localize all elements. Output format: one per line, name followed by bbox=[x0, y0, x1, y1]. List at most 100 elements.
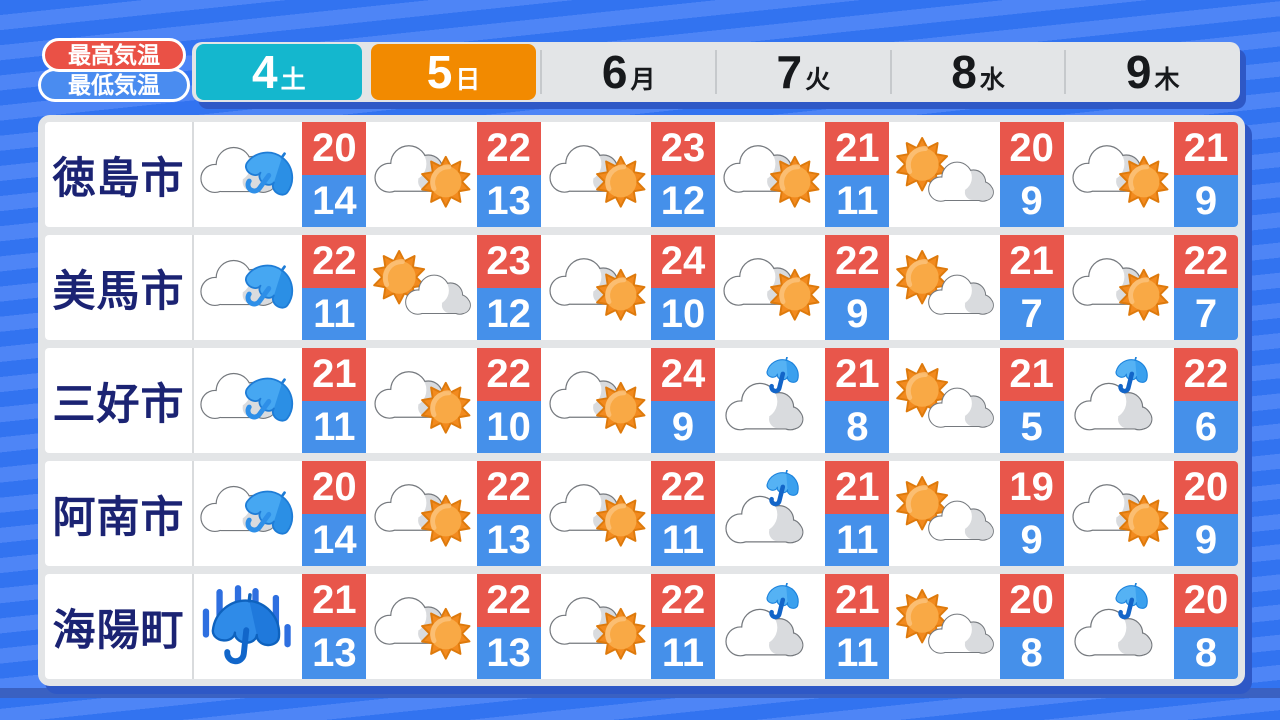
high-temperature: 20 bbox=[999, 122, 1064, 175]
forecast-cell: 22 13 bbox=[366, 122, 541, 227]
cloud-umbrella-icon bbox=[196, 244, 298, 331]
temperature-box: 22 9 bbox=[825, 235, 890, 340]
temperature-box: 21 11 bbox=[825, 122, 890, 227]
weather-icon-slot bbox=[541, 348, 651, 453]
low-temperature: 10 bbox=[476, 400, 541, 453]
cloud-umbrella-icon bbox=[196, 131, 298, 218]
high-temp-legend-label: 最高気温 bbox=[68, 41, 160, 68]
weather-icon-slot bbox=[889, 348, 999, 453]
forecast-cell: 20 8 bbox=[1064, 574, 1238, 679]
high-temperature: 20 bbox=[302, 122, 367, 175]
temperature-box: 21 9 bbox=[1173, 122, 1238, 227]
forecast-cell: 23 12 bbox=[541, 122, 715, 227]
cloud-sun-icon bbox=[545, 470, 647, 557]
low-temperature: 12 bbox=[476, 287, 541, 340]
day-weekday: 土 bbox=[280, 65, 306, 94]
low-temperature: 5 bbox=[999, 400, 1064, 453]
weather-icon-slot bbox=[1064, 461, 1174, 566]
low-temperature: 12 bbox=[650, 174, 715, 227]
high-temperature: 22 bbox=[1173, 348, 1238, 401]
temperature-box: 20 8 bbox=[999, 574, 1064, 679]
weather-icon-slot bbox=[889, 461, 999, 566]
temperature-box: 21 11 bbox=[302, 348, 367, 453]
forecast-cell: 21 9 bbox=[1064, 122, 1238, 227]
day-weekday: 木 bbox=[1154, 65, 1180, 94]
forecast-cell: 20 14 bbox=[192, 461, 367, 566]
high-temperature: 23 bbox=[650, 122, 715, 175]
low-temperature: 9 bbox=[650, 400, 715, 453]
high-temperature: 24 bbox=[650, 235, 715, 288]
forecast-cell: 21 5 bbox=[889, 348, 1064, 453]
temperature-box: 24 9 bbox=[650, 348, 715, 453]
weather-icon-slot bbox=[889, 574, 999, 679]
weather-icon-slot bbox=[715, 574, 825, 679]
temperature-box: 21 7 bbox=[999, 235, 1064, 340]
weather-icon-slot bbox=[715, 122, 825, 227]
low-temperature: 11 bbox=[650, 513, 715, 566]
cloud-sun-icon bbox=[370, 470, 472, 557]
cloud-sun-icon bbox=[1068, 244, 1170, 331]
forecast-cell: 21 11 bbox=[715, 461, 890, 566]
weather-icon-slot bbox=[889, 122, 999, 227]
cloud-sun-icon bbox=[719, 244, 821, 331]
temperature-box: 23 12 bbox=[650, 122, 715, 227]
cloud-umbrella-top-icon bbox=[1068, 582, 1170, 670]
city-label: 美馬市 bbox=[52, 267, 185, 316]
high-temperature: 20 bbox=[999, 574, 1064, 627]
forecast-cell: 21 13 bbox=[192, 574, 367, 679]
forecast-cell: 21 8 bbox=[715, 348, 890, 453]
high-temperature: 21 bbox=[302, 348, 367, 401]
cloud-umbrella-top-icon bbox=[1068, 356, 1170, 444]
forecast-row: 阿南市 20 14 22 13 22 11 21 11 19 9 20 9 bbox=[45, 461, 1238, 566]
high-temperature: 22 bbox=[650, 574, 715, 627]
forecast-cell: 21 11 bbox=[192, 348, 367, 453]
weather-icon-slot bbox=[192, 235, 302, 340]
low-temperature: 13 bbox=[476, 513, 541, 566]
rain-icon bbox=[196, 583, 298, 670]
low-temperature: 9 bbox=[825, 287, 890, 340]
low-temperature: 8 bbox=[999, 626, 1064, 679]
cloud-sun-icon bbox=[545, 131, 647, 218]
forecast-row: 美馬市 22 11 23 12 24 10 22 9 21 7 22 7 bbox=[45, 235, 1238, 340]
weather-icon-slot bbox=[541, 235, 651, 340]
sun-cloud-icon bbox=[893, 357, 995, 444]
sun-cloud-icon bbox=[370, 244, 472, 331]
low-temperature: 11 bbox=[825, 174, 890, 227]
day-number: 5 bbox=[426, 46, 453, 98]
low-temperature: 14 bbox=[302, 513, 367, 566]
low-temperature: 9 bbox=[999, 174, 1064, 227]
low-temperature: 9 bbox=[999, 513, 1064, 566]
forecast-cell: 22 9 bbox=[715, 235, 890, 340]
low-temperature: 13 bbox=[476, 626, 541, 679]
high-temperature: 22 bbox=[302, 235, 367, 288]
low-temperature: 14 bbox=[302, 174, 367, 227]
temperature-box: 19 9 bbox=[999, 461, 1064, 566]
high-temperature: 21 bbox=[302, 574, 367, 627]
day-number: 4 bbox=[252, 46, 278, 98]
weather-icon-slot bbox=[192, 348, 302, 453]
forecast-cell: 20 14 bbox=[192, 122, 367, 227]
high-temperature: 22 bbox=[650, 461, 715, 514]
temperature-box: 21 5 bbox=[999, 348, 1064, 453]
cloud-sun-icon bbox=[370, 131, 472, 218]
weather-icon-slot bbox=[366, 461, 476, 566]
low-temperature: 9 bbox=[1173, 513, 1238, 566]
low-temperature: 9 bbox=[1173, 174, 1238, 227]
temperature-box: 21 11 bbox=[825, 574, 890, 679]
day-weekday: 火 bbox=[805, 65, 831, 94]
forecast-cell: 21 7 bbox=[889, 235, 1064, 340]
high-temp-legend-badge: 最高気温 bbox=[42, 38, 186, 72]
temperature-box: 22 10 bbox=[476, 348, 541, 453]
low-temperature: 7 bbox=[999, 287, 1064, 340]
forecast-cell: 22 13 bbox=[366, 461, 541, 566]
sun-cloud-icon bbox=[893, 470, 995, 557]
bottom-stripe bbox=[0, 688, 1280, 698]
temperature-box: 21 8 bbox=[825, 348, 890, 453]
weather-icon-slot bbox=[889, 235, 999, 340]
weather-icon-slot bbox=[1064, 122, 1174, 227]
high-temperature: 23 bbox=[476, 235, 541, 288]
high-temperature: 22 bbox=[825, 235, 890, 288]
